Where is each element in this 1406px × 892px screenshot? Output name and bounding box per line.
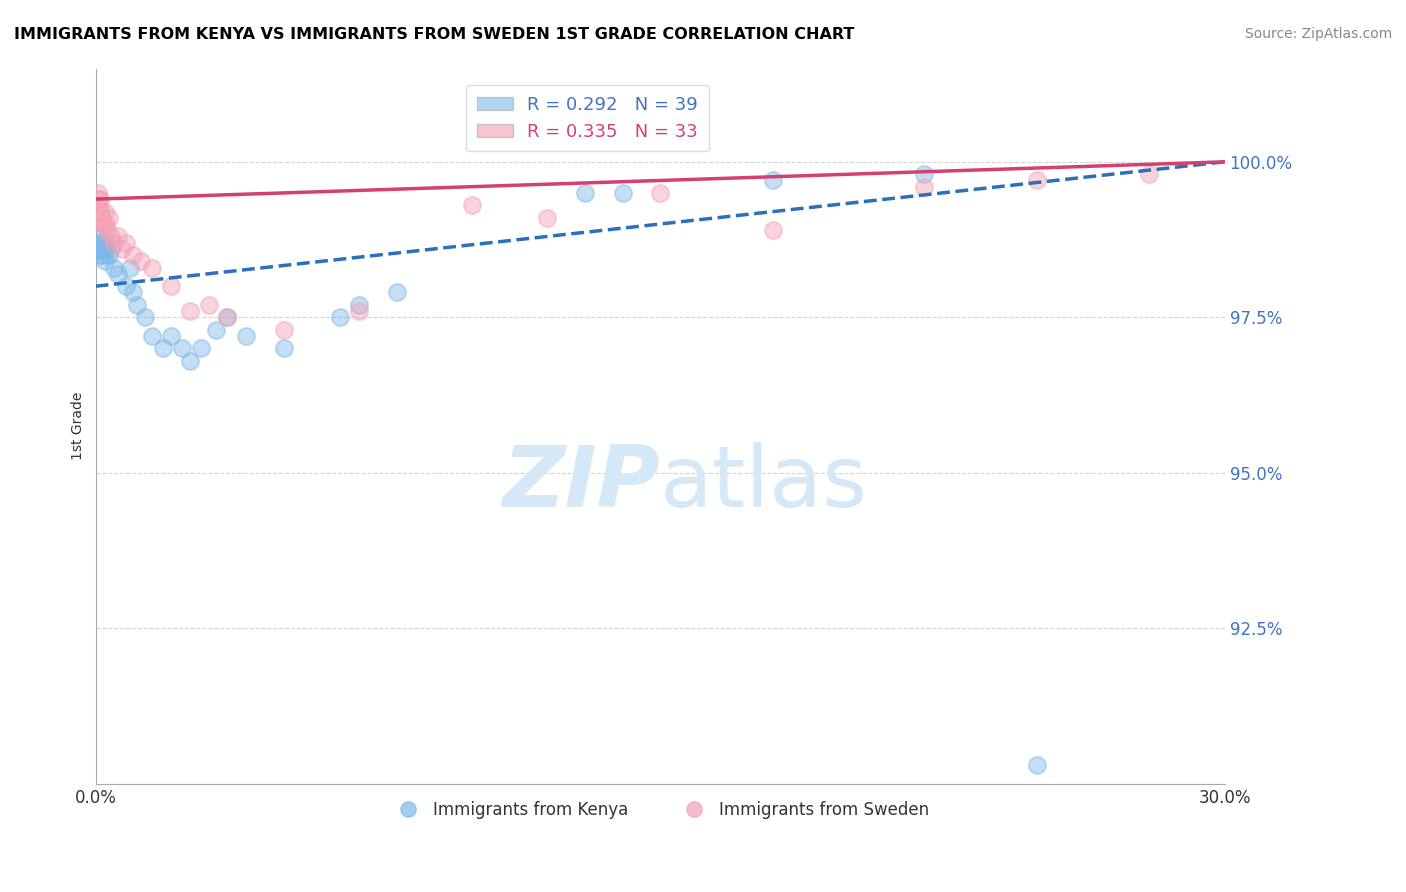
Point — [122, 285, 145, 300]
Point — [90, 204, 112, 219]
Point — [100, 229, 122, 244]
Point — [87, 235, 110, 250]
Point — [205, 323, 228, 337]
Point — [96, 217, 118, 231]
Point — [160, 279, 183, 293]
Point — [329, 310, 352, 325]
Point — [89, 242, 111, 256]
Point — [122, 248, 145, 262]
Point — [93, 235, 115, 250]
Point — [114, 235, 136, 250]
Point — [385, 285, 408, 300]
Point — [86, 242, 108, 256]
Point — [612, 186, 634, 200]
Point — [273, 323, 295, 337]
Point — [97, 248, 120, 262]
Point — [347, 298, 370, 312]
Point — [217, 310, 239, 325]
Point — [190, 342, 212, 356]
Point — [86, 192, 108, 206]
Text: ZIP: ZIP — [502, 442, 661, 524]
Point — [91, 211, 114, 225]
Point — [574, 186, 596, 200]
Text: atlas: atlas — [661, 442, 868, 524]
Point — [125, 298, 148, 312]
Point — [111, 242, 134, 256]
Point — [347, 304, 370, 318]
Point — [141, 329, 163, 343]
Point — [100, 242, 122, 256]
Point — [1025, 758, 1047, 772]
Point — [129, 254, 152, 268]
Point — [107, 229, 129, 244]
Point — [103, 235, 125, 250]
Point — [179, 354, 201, 368]
Point — [114, 279, 136, 293]
Point — [90, 235, 112, 250]
Point — [141, 260, 163, 275]
Point — [107, 267, 129, 281]
Point — [762, 173, 785, 187]
Point — [89, 192, 111, 206]
Point — [134, 310, 156, 325]
Text: Source: ZipAtlas.com: Source: ZipAtlas.com — [1244, 27, 1392, 41]
Point — [87, 186, 110, 200]
Point — [97, 211, 120, 225]
Point — [96, 223, 118, 237]
Legend: Immigrants from Kenya, Immigrants from Sweden: Immigrants from Kenya, Immigrants from S… — [384, 794, 936, 825]
Point — [91, 248, 114, 262]
Point — [103, 260, 125, 275]
Point — [91, 217, 114, 231]
Point — [94, 204, 117, 219]
Point — [96, 242, 118, 256]
Point — [912, 179, 935, 194]
Y-axis label: 1st Grade: 1st Grade — [72, 392, 86, 460]
Point — [235, 329, 257, 343]
Point — [179, 304, 201, 318]
Point — [93, 217, 115, 231]
Point — [96, 235, 118, 250]
Point — [1025, 173, 1047, 187]
Point — [172, 342, 194, 356]
Point — [762, 223, 785, 237]
Point — [152, 342, 174, 356]
Point — [461, 198, 484, 212]
Point — [94, 254, 117, 268]
Point — [160, 329, 183, 343]
Point — [912, 167, 935, 181]
Point — [217, 310, 239, 325]
Point — [91, 242, 114, 256]
Point — [650, 186, 672, 200]
Point — [197, 298, 219, 312]
Point — [118, 260, 141, 275]
Text: IMMIGRANTS FROM KENYA VS IMMIGRANTS FROM SWEDEN 1ST GRADE CORRELATION CHART: IMMIGRANTS FROM KENYA VS IMMIGRANTS FROM… — [14, 27, 855, 42]
Point — [536, 211, 558, 225]
Point — [273, 342, 295, 356]
Point — [90, 229, 112, 244]
Point — [1139, 167, 1161, 181]
Point — [89, 248, 111, 262]
Point — [89, 198, 111, 212]
